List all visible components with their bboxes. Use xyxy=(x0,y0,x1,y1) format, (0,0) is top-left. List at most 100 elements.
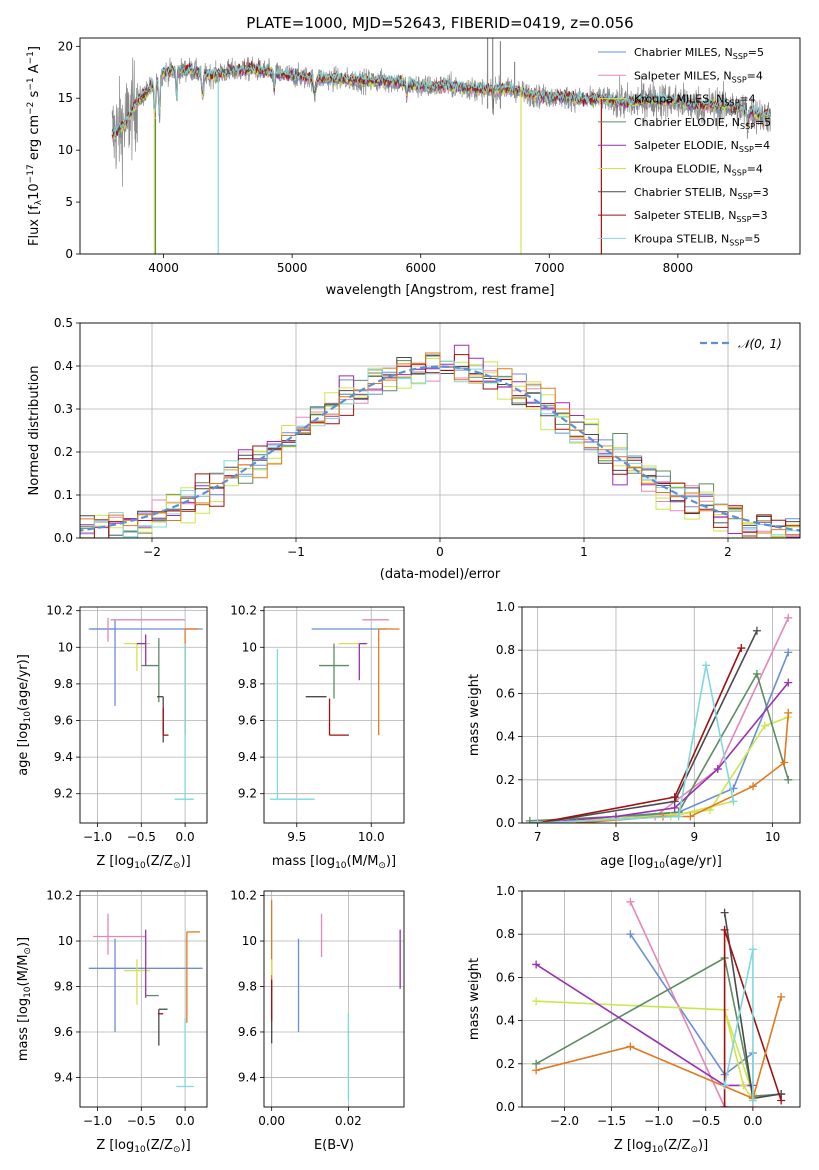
y-axis-label: mass weight xyxy=(467,958,482,1040)
legend-entry: Kroupa ELODIE, NSSP=4 xyxy=(634,163,763,178)
y-tick-label: 0.4 xyxy=(496,730,515,744)
errorbar-point xyxy=(162,707,169,736)
y-tick-label: 0.4 xyxy=(54,359,73,373)
errorbar-point xyxy=(176,1018,194,1088)
plus-marker xyxy=(784,678,793,687)
errorbar-point xyxy=(158,1008,168,1046)
x-axis-label: Z [log10(Z/Z⊙)] xyxy=(96,1138,190,1155)
histogram-plot-area xyxy=(80,344,800,538)
plus-marker xyxy=(532,997,541,1006)
y-tick-label: 0.2 xyxy=(496,773,515,787)
errorbar-point xyxy=(319,643,349,699)
y-tick-label: 9.4 xyxy=(238,750,257,764)
errorbar-point xyxy=(157,696,164,743)
y-axis-label: mass weight xyxy=(467,674,482,756)
y-axis-label: Flux [fλ10−17 erg cm−2 s−1 A−1] xyxy=(26,46,44,246)
x-axis-label: wavelength [Angstrom, rest frame] xyxy=(326,283,555,298)
y-tick-label: 9.8 xyxy=(54,677,73,691)
x-tick-label: 5000 xyxy=(277,261,308,275)
x-axis-label: Z [log10(Z/Z⊙)] xyxy=(614,1138,708,1155)
legend-entry: Salpeter STELIB, NSSP=3 xyxy=(634,209,768,224)
x-axis-label: E(B-V) xyxy=(314,1138,354,1153)
plus-marker xyxy=(748,1096,757,1105)
mass-weight-vs-Z-panel: −2.0 −1.5 −1.0 −0.5 0.0 0.0 0.2 0.4 0.6 0.8 1.0 Z [… xyxy=(467,884,801,1155)
mass-vs-EBV-panel: 0.00 0.02 9.4 9.6 9.8 10 10.2 E(B-V) xyxy=(230,889,405,1153)
mass-weight-line xyxy=(535,996,782,1100)
spectrum-legend: Chabrier MILES, NSSP=5 Salpeter MILES, NS… xyxy=(598,46,771,247)
y-tick-label: 0 xyxy=(65,247,73,261)
x-tick-label: −1.0 xyxy=(83,1114,112,1128)
axes-frame xyxy=(79,37,801,255)
y-tick-label: 0.4 xyxy=(496,1014,515,1028)
plus-marker xyxy=(749,782,758,791)
legend-entry: Kroupa STELIB, NSSP=5 xyxy=(634,232,760,247)
figure-title: PLATE=1000, MJD=52643, FIBERID=0419, z=0… xyxy=(246,14,633,32)
legend-entry: Salpeter ELODIE, NSSP=4 xyxy=(634,139,770,154)
histogram-legend: 𝒩(0, 1) xyxy=(700,337,782,351)
plus-marker xyxy=(720,1081,729,1090)
age-vs-mass-panel: 9.5 10.0 9.2 9.4 9.6 9.8 10 10.2 mass [log10(M/M… xyxy=(230,604,405,871)
plus-marker xyxy=(713,765,722,773)
y-tick-label: 9.6 xyxy=(54,1025,73,1039)
mass-vs-Z-panel: −1.0 −0.5 0.0 9.4 9.6 9.8 10 10.2 Z [log10(Z/Z⊙)… xyxy=(16,889,208,1155)
plus-marker xyxy=(720,1103,729,1107)
errorbar-point xyxy=(186,931,200,1023)
x-tick-label: −0.5 xyxy=(127,830,156,844)
x-tick-label: 6000 xyxy=(405,261,436,275)
errorbar-point xyxy=(269,649,315,800)
y-tick-label: 9.6 xyxy=(238,713,257,727)
y-tick-label: 10 xyxy=(58,640,73,654)
x-tick-label: −1.0 xyxy=(83,830,112,844)
plus-marker xyxy=(777,1096,786,1105)
y-tick-label: 9.4 xyxy=(54,750,73,764)
y-tick-label: 0.1 xyxy=(54,488,73,502)
x-tick-label: 0.0 xyxy=(176,830,195,844)
x-tick-label: 2 xyxy=(724,545,732,559)
x-tick-label: 4000 xyxy=(148,261,179,275)
errorbar-point xyxy=(184,628,199,736)
plus-marker xyxy=(533,819,542,823)
spectrum-plot-area xyxy=(111,38,771,254)
x-axis-label: Z [log10(Z/Z⊙)] xyxy=(96,854,190,871)
x-tick-label: 0.02 xyxy=(335,1114,362,1128)
x-tick-label: 1 xyxy=(580,545,588,559)
y-tick-label: 9.4 xyxy=(238,1070,257,1084)
legend-entry: 𝒩(0, 1) xyxy=(738,337,782,351)
mass-weight-line xyxy=(529,652,790,823)
mass-weight-line xyxy=(537,630,758,823)
mass-weight-line xyxy=(537,617,790,823)
y-tick-label: 0.8 xyxy=(496,643,515,657)
plus-marker xyxy=(752,626,761,635)
x-tick-label: 7000 xyxy=(534,261,565,275)
y-tick-label: 10.2 xyxy=(46,889,73,903)
plus-marker xyxy=(729,797,738,806)
plus-marker xyxy=(686,812,695,821)
y-tick-label: 9.8 xyxy=(54,979,73,993)
y-tick-label: 20 xyxy=(58,39,73,53)
x-axis-label: (data-model)/error xyxy=(380,567,501,582)
errorbar-point xyxy=(141,638,160,703)
y-tick-label: 0.0 xyxy=(54,531,73,545)
normal-distribution-curve xyxy=(80,365,800,532)
x-tick-label: 0 xyxy=(436,545,444,559)
y-tick-label: 10.2 xyxy=(230,889,257,903)
plus-marker xyxy=(784,648,793,657)
plus-marker xyxy=(626,1042,635,1051)
plus-marker xyxy=(784,775,793,784)
plus-marker xyxy=(702,661,711,670)
x-tick-label: 8000 xyxy=(663,261,694,275)
y-tick-label: 0.8 xyxy=(496,927,515,941)
x-axis-label: mass [log10(M/M⊙)] xyxy=(272,854,396,871)
y-tick-label: 9.8 xyxy=(238,979,257,993)
x-tick-label: −1.5 xyxy=(597,1114,626,1128)
mass-weight-line xyxy=(537,716,789,823)
y-tick-label: 0.5 xyxy=(54,316,73,330)
errorbar-point xyxy=(88,619,116,706)
model-spectrum-line xyxy=(111,65,771,142)
y-tick-label: 10 xyxy=(58,143,73,157)
errorbar-point xyxy=(378,628,400,736)
x-tick-label: 10 xyxy=(765,830,780,844)
errorbar-point xyxy=(328,698,349,736)
y-tick-label: 1.0 xyxy=(496,600,515,614)
errorbar-point xyxy=(358,642,367,681)
